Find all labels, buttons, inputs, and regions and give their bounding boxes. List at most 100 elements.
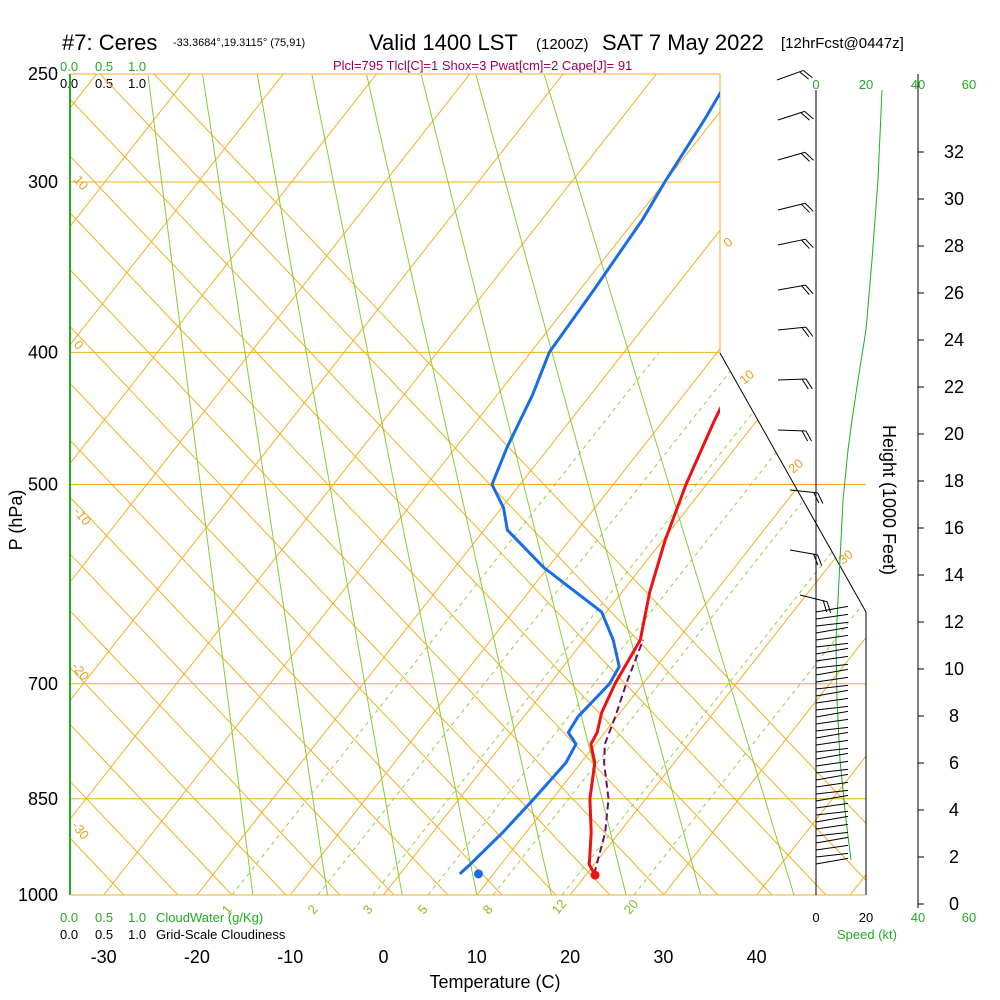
dry-adiabat [121,74,866,895]
wind-barb [789,489,824,504]
x-axis-title: Temperature (C) [429,972,560,992]
temp-tick-m30: -30 [91,947,117,967]
wind-barb [815,697,849,704]
wind-barb [815,647,849,655]
cloud-top-black-2: 1.0 [128,76,146,91]
dry-adiabat [70,74,866,895]
dry-adiabat [70,74,827,895]
dry-adiabat [70,74,125,895]
barb-flag [817,554,823,566]
wind-barb [815,621,849,627]
speed-top-0: 0 [812,77,819,92]
valid-date: SAT 7 May 2022 [602,30,764,55]
pressure-tick-400: 400 [28,342,58,362]
barb-flag [805,284,814,295]
wind-barb [815,731,849,739]
wind-barb [815,823,849,830]
wind-barb [815,773,849,781]
dry-adiabat [70,74,719,895]
wind-barb [815,626,849,634]
barb-shaft [777,110,805,121]
mixing-ratio-line [317,352,745,895]
dry-adiabat [70,74,179,895]
speed-bottom-1: 20 [859,910,873,925]
height-tick-28: 28 [944,236,964,256]
station-coords: -33.3684°,19.3115° (75,91) [173,37,305,49]
wind-barb [815,789,849,795]
cloud-bottom-black-2: 1.0 [128,927,146,942]
wind-barb [815,663,849,669]
height-tick-12: 12 [944,612,964,632]
wind-barb [815,768,849,774]
cloud-bottom-green-1: 0.5 [95,910,113,925]
wind-barb [777,284,814,295]
mixing-ratio-line [492,352,866,895]
temp-tick-m20: -20 [184,947,210,967]
temp-tick-0: 0 [378,947,388,967]
wind-barb [815,752,849,760]
moist-adiabat [543,74,795,895]
barb-flag [805,238,814,249]
isotherm-label-1: 0 [71,337,87,352]
barb-shaft [777,238,806,246]
isotherm [70,74,124,895]
mixing-ratio-line [561,352,866,895]
wind-barb [777,238,814,249]
barb-shaft [789,489,818,494]
barb-shaft [777,202,806,211]
y2-axis-title: Height (1000 Feet) [879,425,899,575]
barb-flag [804,151,814,161]
isotherm [476,74,866,895]
wind-barb [777,378,813,390]
isotherm [70,74,591,895]
cloud-bottom-black-1: 0.5 [95,927,113,942]
barb-flag [813,492,820,504]
height-tick-30: 30 [944,189,964,209]
speed-bottom-2: 40 [911,910,925,925]
height-tick-8: 8 [949,706,959,726]
wind-barb [815,739,849,746]
series-parcel [593,639,645,875]
series-dewpoint [458,90,720,876]
surface-dewpoint [473,869,483,879]
barb-shaft [776,69,804,81]
valid-time: Valid 1400 LST [369,30,518,55]
barb-shaft [777,326,806,331]
cloud-scale-top: 0.0 0.5 1.0 0.0 0.5 1.0 [60,59,146,91]
height-tick-6: 6 [949,753,959,773]
barb-flag [804,202,814,212]
parcel-parameters: Plcl=795 Tlcl[C]=1 Shox=3 Pwat[cm]=2 Cap… [333,58,632,73]
wind-barb [815,689,849,697]
height-tick-16: 16 [944,518,964,538]
wind-profile [776,69,883,895]
barb-flag [801,378,809,390]
wind-barb [815,655,849,662]
dry-adiabat [70,74,665,895]
plot-frame [69,73,867,896]
temp-tick-30: 30 [653,947,673,967]
isotherm [70,74,497,895]
zulu-time: (1200Z) [536,36,589,53]
height-tick-10: 10 [944,659,964,679]
height-tick-14: 14 [944,565,964,585]
isotherm [569,74,866,895]
barb-shaft [789,549,818,556]
barb-shaft [777,284,806,291]
wind-barb [815,815,849,823]
speed-axis-label: Speed (kt) [837,927,897,942]
isotherm-label-6: 10 [736,367,757,388]
isotherm-label-7: 20 [785,456,806,477]
dry-adiabat [70,74,287,895]
temp-tick-40: 40 [747,947,767,967]
speed-top-1: 20 [859,77,873,92]
isotherm [70,74,218,895]
speed-top-3: 60 [962,77,976,92]
isotherm [663,74,866,895]
barb-shaft [777,151,806,161]
wind-barb [815,831,849,837]
wind-barb [815,781,849,788]
pressure-tick-1000: 1000 [18,885,58,905]
cloud-bottom-green-2: 1.0 [128,910,146,925]
dry-adiabat [70,74,233,895]
height-tick-18: 18 [944,471,964,491]
